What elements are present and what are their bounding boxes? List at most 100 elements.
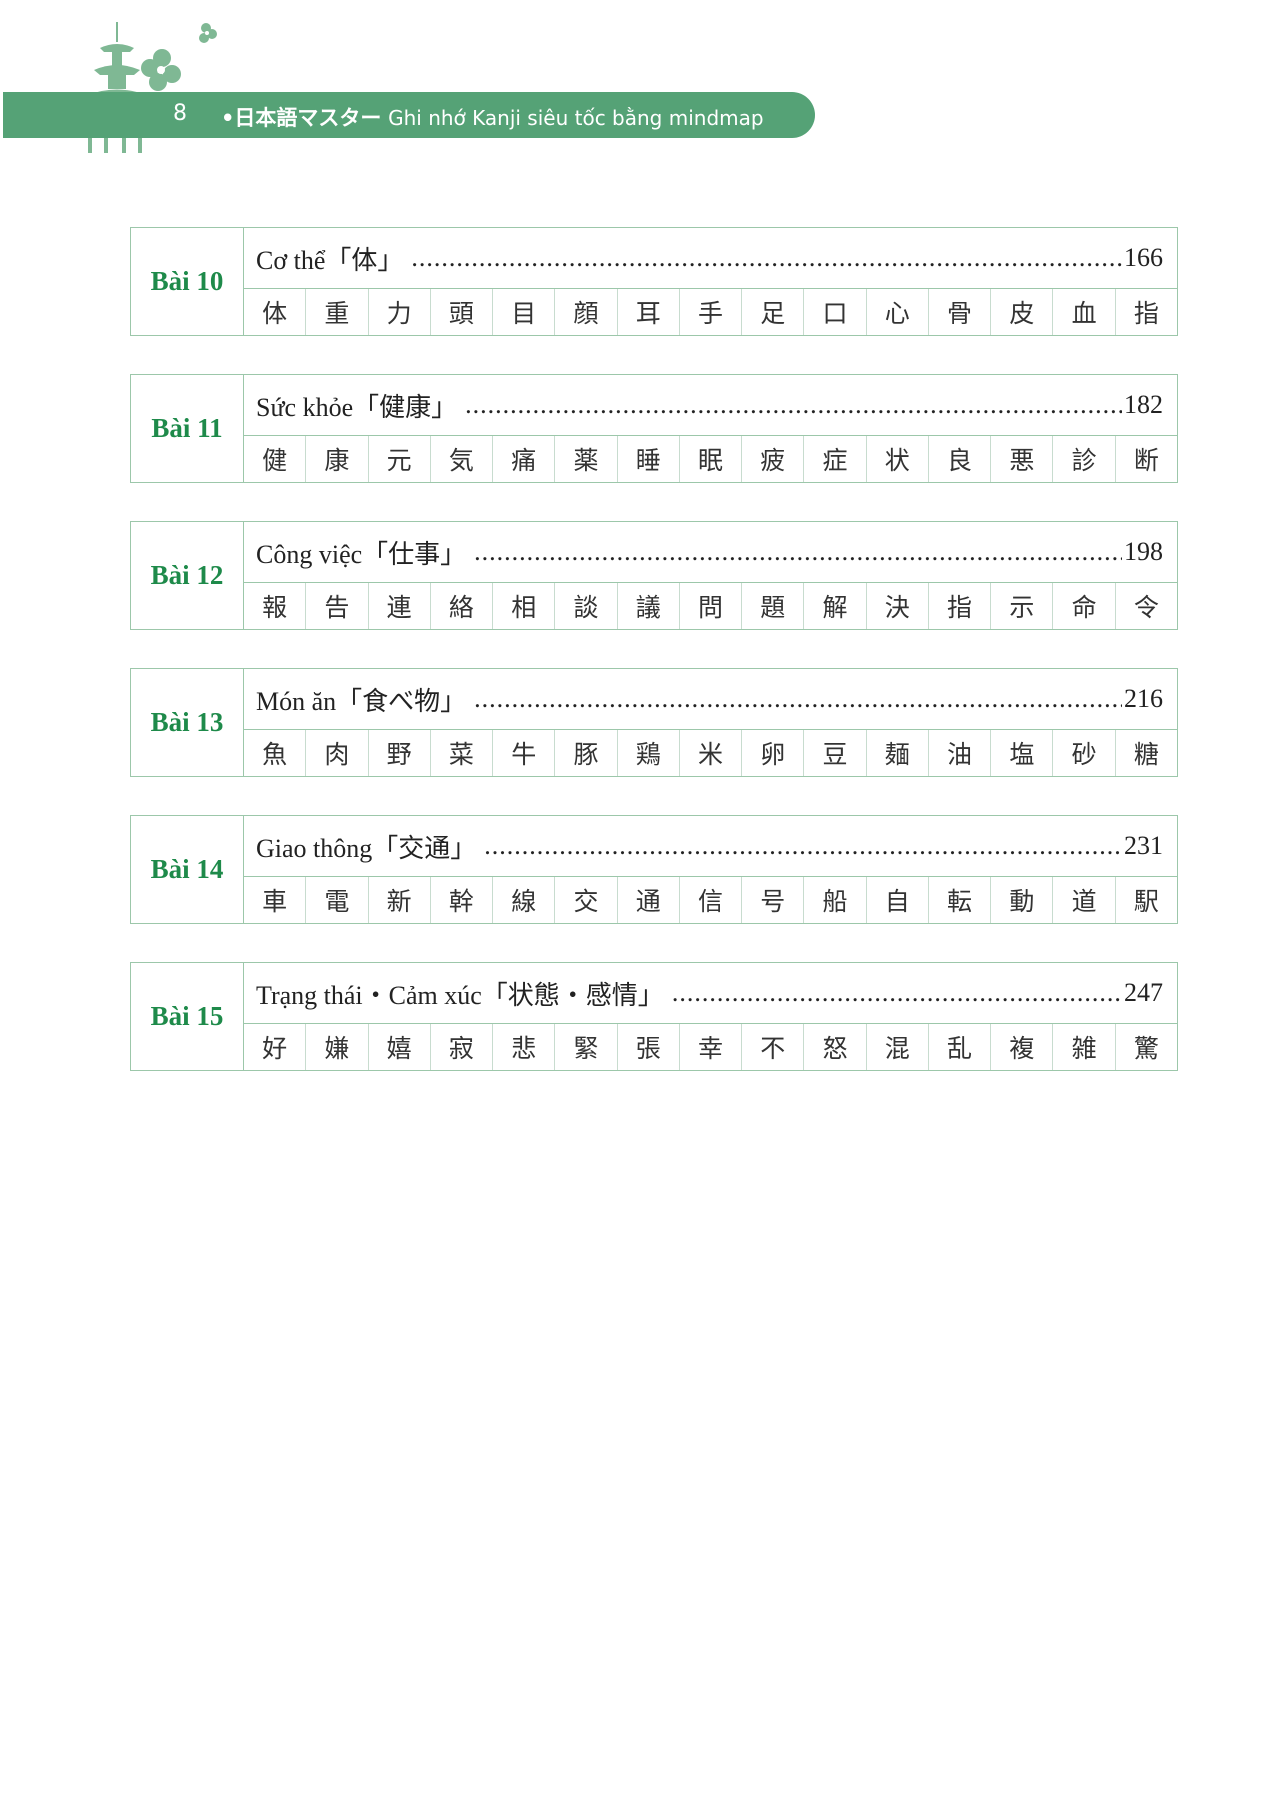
kanji-cell: 連 xyxy=(369,583,431,629)
kanji-cell: 菜 xyxy=(431,730,494,776)
book-title-jp: •日本語マスター xyxy=(221,106,382,130)
lesson-page-number: 182 xyxy=(1124,390,1163,419)
leader-dots xyxy=(474,684,1122,714)
kanji-row: 健康元気痛薬睡眠疲症状良悪診断 xyxy=(244,436,1177,482)
kanji-cell: 幹 xyxy=(431,877,494,923)
lesson-entry: Bài 14 Giao thông「交通」 231 車電新幹線交通信号船自転動道… xyxy=(130,815,1178,924)
lesson-page-number: 166 xyxy=(1124,243,1163,272)
leader-dots xyxy=(465,390,1122,420)
lesson-title-row[interactable]: Trạng thái・Cảm xúc「状態・感情」 247 xyxy=(244,963,1177,1024)
lesson-title-row[interactable]: Sức khỏe「健康」 182 xyxy=(244,375,1177,436)
kanji-cell: 自 xyxy=(867,877,929,923)
kanji-cell: 血 xyxy=(1053,289,1116,335)
kanji-cell: 題 xyxy=(742,583,805,629)
kanji-cell: 薬 xyxy=(555,436,618,482)
kanji-cell: 相 xyxy=(493,583,556,629)
kanji-cell: 交 xyxy=(555,877,618,923)
kanji-cell: 状 xyxy=(867,436,929,482)
kanji-cell: 船 xyxy=(804,877,867,923)
kanji-cell: 眠 xyxy=(680,436,743,482)
lesson-page-number: 231 xyxy=(1124,831,1163,860)
lesson-label: Bài 12 xyxy=(131,522,244,629)
kanji-cell: 解 xyxy=(804,583,867,629)
kanji-cell: 米 xyxy=(680,730,743,776)
kanji-cell: 豚 xyxy=(555,730,618,776)
kanji-cell: 通 xyxy=(618,877,680,923)
kanji-cell: 頭 xyxy=(431,289,494,335)
kanji-cell: 卵 xyxy=(742,730,805,776)
lesson-title: Món ăn「食べ物」 xyxy=(256,686,467,716)
kanji-cell: 良 xyxy=(929,436,992,482)
kanji-row: 報告連絡相談議問題解決指示命令 xyxy=(244,583,1177,629)
kanji-cell: 告 xyxy=(306,583,369,629)
lesson-title: Công việc「仕事」 xyxy=(256,539,467,569)
kanji-cell: 不 xyxy=(742,1024,805,1070)
lesson-title-row[interactable]: Món ăn「食べ物」 216 xyxy=(244,669,1177,730)
kanji-cell: 口 xyxy=(804,289,867,335)
kanji-cell: 議 xyxy=(618,583,680,629)
kanji-cell: 重 xyxy=(306,289,369,335)
kanji-cell: 断 xyxy=(1133,446,1159,475)
kanji-cell: 目 xyxy=(493,289,556,335)
kanji-cell: 号 xyxy=(742,877,805,923)
kanji-cell: 鶏 xyxy=(618,730,680,776)
kanji-cell: 症 xyxy=(804,436,867,482)
kanji-cell: 悪 xyxy=(991,436,1054,482)
kanji-cell: 気 xyxy=(431,436,494,482)
lesson-page-number: 216 xyxy=(1124,684,1163,713)
kanji-cell: 元 xyxy=(369,436,431,482)
kanji-cell: 嬉 xyxy=(369,1024,431,1070)
lesson-title-row[interactable]: Công việc「仕事」 198 xyxy=(244,522,1177,583)
kanji-cell: 耳 xyxy=(618,289,680,335)
lesson-label: Bài 14 xyxy=(131,816,244,923)
kanji-cell: 砂 xyxy=(1053,730,1116,776)
kanji-cell: 牛 xyxy=(493,730,556,776)
kanji-cell: 肉 xyxy=(306,730,369,776)
lesson-page-number: 247 xyxy=(1124,978,1163,1007)
kanji-cell: 心 xyxy=(867,289,929,335)
lesson-label: Bài 10 xyxy=(131,228,244,335)
book-title-vi: Ghi nhớ Kanji siêu tốc bằng mindmap xyxy=(388,106,764,130)
lesson-title: Cơ thể「体」 xyxy=(256,245,404,275)
kanji-cell: 問 xyxy=(680,583,743,629)
kanji-cell: 痛 xyxy=(493,436,556,482)
kanji-cell: 野 xyxy=(369,730,431,776)
kanji-cell: 新 xyxy=(369,877,431,923)
kanji-cell: 信 xyxy=(680,877,743,923)
kanji-cell: 油 xyxy=(929,730,992,776)
kanji-cell: 指 xyxy=(1133,299,1159,328)
kanji-cell: 顔 xyxy=(555,289,618,335)
kanji-cell: 好 xyxy=(244,1024,307,1070)
kanji-cell: 足 xyxy=(742,289,805,335)
kanji-cell: 幸 xyxy=(680,1024,743,1070)
lesson-label: Bài 15 xyxy=(131,963,244,1070)
lesson-title-row[interactable]: Giao thông「交通」 231 xyxy=(244,816,1177,877)
leader-dots xyxy=(474,537,1122,567)
kanji-cell: 皮 xyxy=(991,289,1054,335)
kanji-cell: 塩 xyxy=(991,730,1054,776)
kanji-cell: 体 xyxy=(244,289,307,335)
kanji-cell: 健 xyxy=(244,436,307,482)
kanji-cell: 乱 xyxy=(929,1024,992,1070)
kanji-cell: 令 xyxy=(1133,593,1159,622)
lesson-label: Bài 13 xyxy=(131,669,244,776)
lesson-title: Giao thông「交通」 xyxy=(256,833,477,863)
kanji-cell: 驚 xyxy=(1133,1034,1159,1063)
kanji-row: 魚肉野菜牛豚鶏米卵豆麺油塩砂糖 xyxy=(244,730,1177,776)
kanji-cell: 手 xyxy=(680,289,743,335)
kanji-cell: 道 xyxy=(1053,877,1116,923)
lesson-entry: Bài 15 Trạng thái・Cảm xúc「状態・感情」 247 好嫌嬉… xyxy=(130,962,1178,1071)
kanji-cell: 動 xyxy=(991,877,1054,923)
kanji-row: 車電新幹線交通信号船自転動道駅 xyxy=(244,877,1177,923)
kanji-cell: 線 xyxy=(493,877,556,923)
lesson-title-row[interactable]: Cơ thể「体」 166 xyxy=(244,228,1177,289)
lesson-page-number: 198 xyxy=(1124,537,1163,566)
kanji-cell: 力 xyxy=(369,289,431,335)
kanji-cell: 転 xyxy=(929,877,992,923)
page-number: 8 xyxy=(173,101,187,126)
kanji-row: 好嫌嬉寂悲緊張幸不怒混乱複雑驚 xyxy=(244,1024,1177,1070)
kanji-cell: 複 xyxy=(991,1024,1054,1070)
